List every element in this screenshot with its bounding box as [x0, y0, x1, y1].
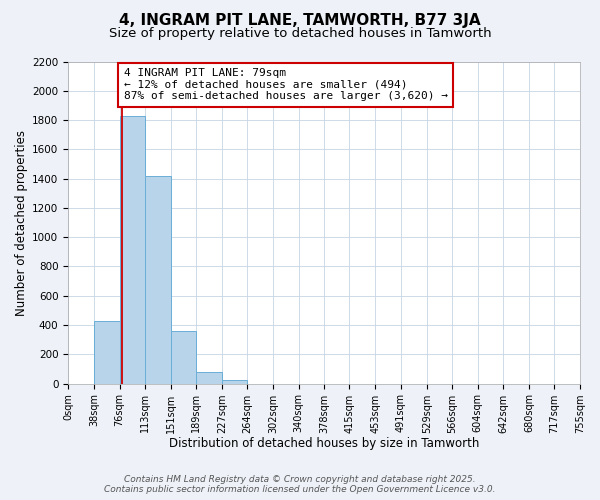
Bar	[170, 331, 196, 384]
Bar	[119, 116, 145, 384]
Bar	[196, 372, 222, 384]
Bar	[145, 176, 170, 384]
Text: Contains HM Land Registry data © Crown copyright and database right 2025.
Contai: Contains HM Land Registry data © Crown c…	[104, 474, 496, 494]
Text: 4, INGRAM PIT LANE, TAMWORTH, B77 3JA: 4, INGRAM PIT LANE, TAMWORTH, B77 3JA	[119, 12, 481, 28]
X-axis label: Distribution of detached houses by size in Tamworth: Distribution of detached houses by size …	[169, 437, 479, 450]
Text: 4 INGRAM PIT LANE: 79sqm
← 12% of detached houses are smaller (494)
87% of semi-: 4 INGRAM PIT LANE: 79sqm ← 12% of detach…	[124, 68, 448, 102]
Bar	[94, 320, 119, 384]
Y-axis label: Number of detached properties: Number of detached properties	[15, 130, 28, 316]
Bar	[222, 380, 247, 384]
Text: Size of property relative to detached houses in Tamworth: Size of property relative to detached ho…	[109, 28, 491, 40]
